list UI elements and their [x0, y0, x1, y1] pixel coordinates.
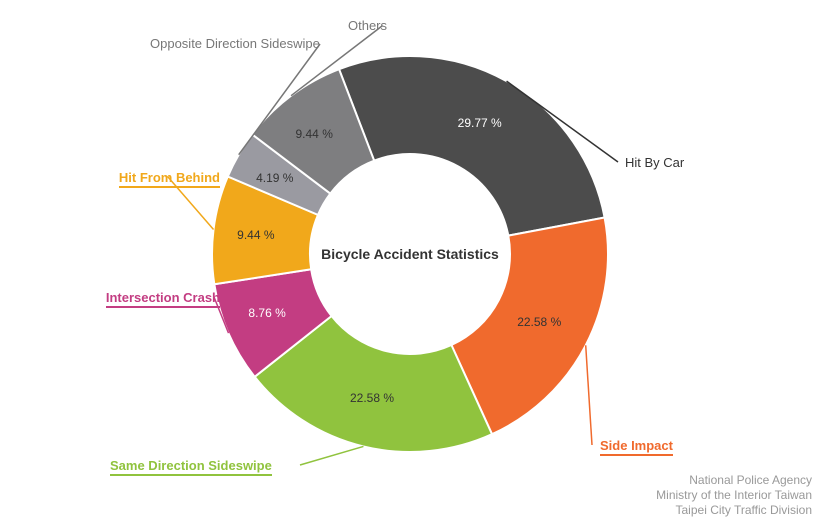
slice-value-same_dir_sw: 22.58 % [350, 391, 394, 405]
attribution-line: Taipei City Traffic Division [656, 503, 812, 518]
slice-value-hit_by_car: 29.77 % [458, 116, 502, 130]
attribution-line: National Police Agency [656, 473, 812, 488]
slice-value-others: 9.44 % [296, 127, 333, 141]
label-side_impact: Side Impact [600, 438, 673, 454]
label-inter_crash: Intersection Crash [100, 290, 220, 306]
chart-title: Bicycle Accident Statistics [321, 246, 499, 262]
label-others: Others [348, 18, 387, 34]
donut-chart-root: Bicycle Accident Statistics 29.77 % 22.58… [0, 0, 820, 524]
slice-value-side_impact: 22.58 % [517, 315, 561, 329]
label-opp_dir_sw: Opposite Direction Sideswipe [150, 36, 320, 52]
leader-same_dir_sw [300, 446, 363, 465]
label-hit_behind: Hit From Behind [100, 170, 220, 186]
label-same_dir_sw: Same Direction Sideswipe [110, 458, 272, 474]
slice-value-hit_behind: 9.44 % [237, 228, 274, 242]
donut-svg [0, 0, 820, 524]
attribution-line: Ministry of the Interior Taiwan [656, 488, 812, 503]
label-hit_by_car: Hit By Car [625, 155, 684, 171]
attribution: National Police Agency Ministry of the I… [656, 473, 812, 518]
leader-side_impact [586, 345, 592, 445]
slice-value-inter_crash: 8.76 % [248, 306, 285, 320]
slice-value-opp_dir_sw: 4.19 % [256, 171, 293, 185]
slice-hit_by_car [339, 56, 605, 236]
